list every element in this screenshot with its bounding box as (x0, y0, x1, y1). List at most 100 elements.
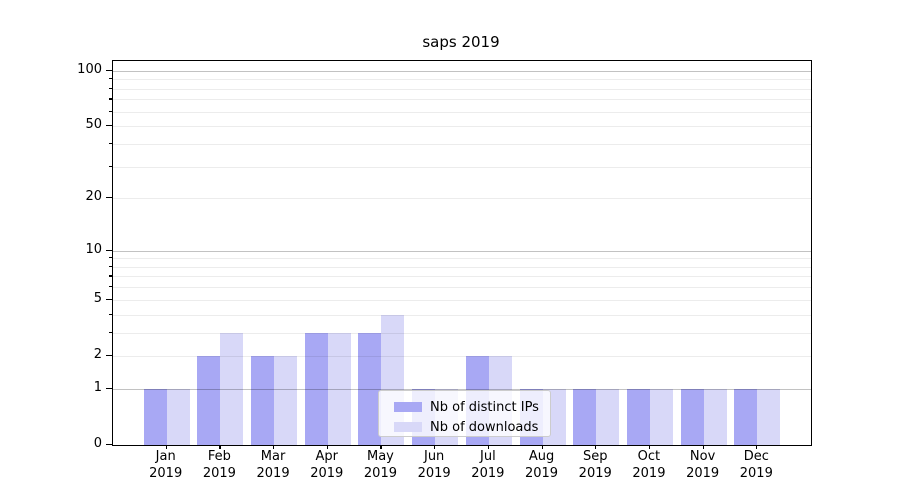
gridline-minor (113, 332, 811, 334)
x-tick-mark (434, 445, 436, 449)
x-tick-label-year: 2019 (363, 465, 397, 481)
y-tick-mark (106, 197, 112, 199)
chart-title: saps 2019 (422, 33, 500, 51)
x-tick-label-month: Aug (528, 449, 555, 464)
bar-distinct-ips (143, 388, 167, 445)
x-tick-label-year: 2019 (632, 465, 666, 481)
y-tick-mark (106, 69, 112, 71)
y-minor-tick-mark (108, 265, 112, 268)
y-tick-label: 50 (85, 117, 102, 133)
gridline-minor (113, 287, 811, 289)
x-tick-mark (702, 445, 704, 449)
x-tick-label-year: 2019 (471, 465, 505, 481)
y-tick-label: 100 (77, 61, 102, 77)
y-minor-tick-mark (108, 87, 112, 89)
x-tick-mark (756, 445, 758, 449)
x-tick-label-year: 2019 (524, 465, 559, 481)
y-minor-tick-mark (108, 165, 112, 167)
x-tick-label-month: Oct (637, 449, 661, 464)
x-tick-mark (541, 445, 543, 449)
bar-distinct-ips (734, 388, 758, 445)
gridline-minor (113, 88, 811, 90)
x-tick-label: Jan 2019 (126, 449, 206, 482)
x-tick-label-month: Jun (423, 449, 445, 464)
bar-downloads (220, 332, 244, 445)
x-tick-label-year: 2019 (417, 465, 451, 481)
y-minor-tick-mark (108, 313, 112, 315)
x-tick-mark (380, 445, 382, 449)
x-tick-label-month: Jan (155, 449, 176, 464)
bar-distinct-ips (358, 332, 382, 445)
x-tick-label-month: May (367, 449, 394, 464)
bar-distinct-ips (626, 388, 650, 445)
y-minor-tick-mark (108, 78, 112, 80)
y-tick-mark (106, 354, 112, 357)
legend-item-distinct-ips: Nb of distinct IPs (394, 397, 550, 417)
x-tick-label: May 2019 (340, 449, 420, 482)
y-minor-tick-mark (108, 275, 112, 277)
x-tick-label-year: 2019 (256, 465, 290, 481)
gridline-minor (113, 143, 811, 145)
gridline-minor (113, 198, 811, 200)
bar-distinct-ips (573, 388, 597, 445)
bar-downloads (703, 388, 727, 445)
x-tick-label-month: Dec (743, 449, 769, 464)
x-tick-mark (595, 445, 597, 449)
gridline-minor (113, 276, 811, 278)
x-tick-mark (219, 445, 221, 449)
y-tick-mark (106, 125, 112, 127)
y-minor-tick-mark (108, 110, 112, 112)
x-tick-label: Oct 2019 (609, 449, 689, 482)
x-tick-label-month: Sep (582, 449, 608, 464)
y-minor-tick-mark (108, 98, 112, 100)
x-tick-mark (487, 445, 490, 449)
bar-distinct-ips (197, 355, 221, 445)
bar-distinct-ips (304, 332, 328, 445)
x-tick-label: Mar 2019 (233, 449, 313, 482)
y-tick-mark (106, 387, 112, 389)
gridline-minor (113, 355, 811, 357)
legend-label-downloads: Nb of downloads (430, 419, 539, 435)
y-tick-mark (106, 249, 112, 251)
gridline-minor (113, 111, 811, 113)
x-tick-label: Apr 2019 (287, 449, 367, 482)
bar-downloads (757, 388, 781, 445)
gridline-major (113, 250, 811, 252)
x-tick-label: Jul 2019 (448, 449, 528, 482)
bar-distinct-ips (680, 388, 704, 445)
y-minor-tick-mark (108, 331, 112, 333)
x-tick-label-year: 2019 (739, 465, 773, 481)
x-tick-label-month: Feb (207, 449, 231, 464)
x-tick-label: Feb 2019 (179, 449, 259, 482)
y-tick-mark (106, 444, 112, 446)
gridline-minor (113, 258, 811, 260)
x-tick-label: Nov 2019 (663, 449, 743, 482)
gridline-minor (113, 166, 811, 168)
gridline-minor (113, 79, 811, 81)
y-minor-tick-mark (108, 142, 112, 145)
y-tick-label: 20 (85, 189, 102, 205)
y-tick-label: 0 (93, 436, 102, 451)
x-tick-label-year: 2019 (310, 465, 344, 481)
bar-downloads (649, 388, 673, 445)
y-tick-label: 2 (93, 346, 102, 362)
y-tick-label: 10 (85, 241, 102, 257)
legend-label-distinct-ips: Nb of distinct IPs (430, 399, 539, 415)
x-tick-label-year: 2019 (578, 465, 612, 481)
y-tick-label: 1 (93, 379, 102, 395)
gridline-minor (113, 99, 811, 101)
gridline-minor (113, 314, 811, 316)
gridline-minor (113, 299, 811, 301)
x-tick-label-month: Jul (480, 449, 496, 464)
x-tick-label-month: Apr (315, 449, 339, 464)
x-tick-mark (648, 445, 651, 449)
bar-downloads (327, 332, 351, 445)
gridline-minor (113, 126, 811, 128)
bar-downloads (274, 355, 298, 445)
x-tick-label-month: Mar (260, 449, 286, 464)
x-tick-mark (165, 445, 167, 449)
x-tick-label-year: 2019 (686, 465, 720, 481)
x-tick-label: Sep 2019 (555, 449, 635, 482)
x-tick-mark (326, 445, 328, 449)
